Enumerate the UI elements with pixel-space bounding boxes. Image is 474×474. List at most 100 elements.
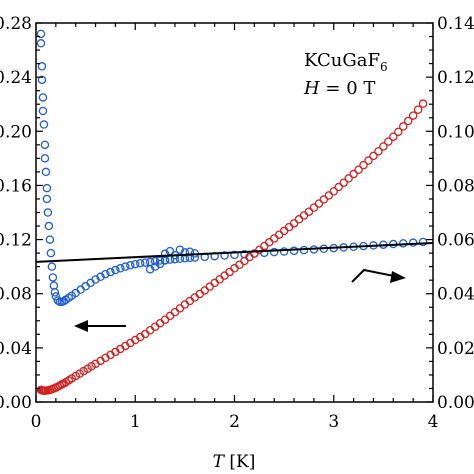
arrow-left-head [74,320,88,332]
annotation-compound-subscript: 6 [380,60,388,74]
data-point [389,132,398,141]
data-point [200,286,209,295]
data-point [150,256,160,266]
data-point [51,292,61,301]
data-point [165,311,175,321]
y-tick-label-left: 0.16 [0,176,32,196]
data-point [314,199,324,208]
data-point [408,111,418,120]
data-point [309,203,319,212]
data-point [289,219,299,228]
data-point [150,322,160,331]
data-point [269,247,279,257]
data-point [39,120,49,129]
data-point [205,282,214,291]
data-point [235,260,244,269]
fit-line [35,241,434,263]
data-point [37,75,47,85]
data-point [260,241,269,251]
data-point [339,178,348,187]
data-point [220,271,229,280]
data-point [36,39,46,48]
data-point [126,261,135,270]
data-point [41,167,51,177]
data-point [264,238,274,247]
x-tick-label: 2 [229,412,240,432]
data-point [210,278,219,288]
data-point [43,208,53,217]
x-axis-title-unit: [K] [229,452,255,472]
annotation-compound: KCuGaF6 [304,50,388,74]
y-tick-label-right: 0.08 [437,176,474,196]
data-point [160,315,170,324]
data-point [364,156,373,165]
annotation-field-symbol: H [303,78,320,99]
data-point [53,296,63,305]
data-point [304,207,314,216]
axis-ticks [35,22,434,403]
y-tick-label-right: 0.12 [437,68,474,88]
data-point [175,304,185,313]
data-point [48,273,58,282]
data-point [38,106,48,116]
data-point [44,221,54,231]
data-point [418,99,428,108]
data-point [40,154,50,163]
data-point [215,275,224,284]
data-point [121,262,130,271]
y-tick-label-right: 0.14 [437,14,474,34]
data-point [408,238,418,247]
x-axis-title: T [K] [213,452,256,472]
data-point [40,140,50,150]
data-point [116,264,125,273]
data-point [140,258,150,267]
y-tick-label-right: 0.02 [437,339,474,359]
y-tick-label-left: 0.08 [0,285,32,305]
data-point [145,326,155,335]
data-point [180,300,190,309]
data-point [175,245,185,254]
data-point [185,296,195,306]
data-point [284,222,294,232]
data-point [47,262,57,271]
data-point [240,256,249,266]
data-point [349,169,358,179]
annotation-compound-text: KCuGaF [304,50,380,71]
data-point [279,247,289,256]
y-tick-label-right: 0.00 [437,393,474,413]
data-point [37,62,47,71]
data-point [230,264,239,273]
data-point [195,289,205,299]
x-tick-label: 0 [31,412,42,432]
data-point [96,272,105,282]
data-point [135,259,145,268]
data-point [279,226,289,236]
x-tick-label: 4 [428,412,439,432]
data-point [36,29,46,39]
data-point [160,249,170,259]
y-tick-label-right: 0.10 [437,122,474,142]
data-point [289,246,299,256]
data-point [45,235,55,244]
data-point [334,182,343,192]
x-tick-label: 3 [328,412,339,432]
data-point [384,137,393,146]
data-point [369,151,378,161]
data-point [180,248,190,257]
y-tick-label-left: 0.12 [0,231,32,251]
data-marks [36,29,428,395]
annotation-field: H = 0 T [303,78,375,99]
data-point [170,307,180,317]
arrow-right-shaft [351,268,395,283]
data-point [111,265,120,275]
data-point [394,127,403,137]
x-axis-title-symbol: T [213,452,226,472]
data-point [145,265,155,274]
data-point [150,262,160,271]
data-point [46,248,56,258]
data-point [42,183,52,193]
data-point [91,275,100,284]
data-point [329,187,338,196]
arrow-left [74,320,126,332]
